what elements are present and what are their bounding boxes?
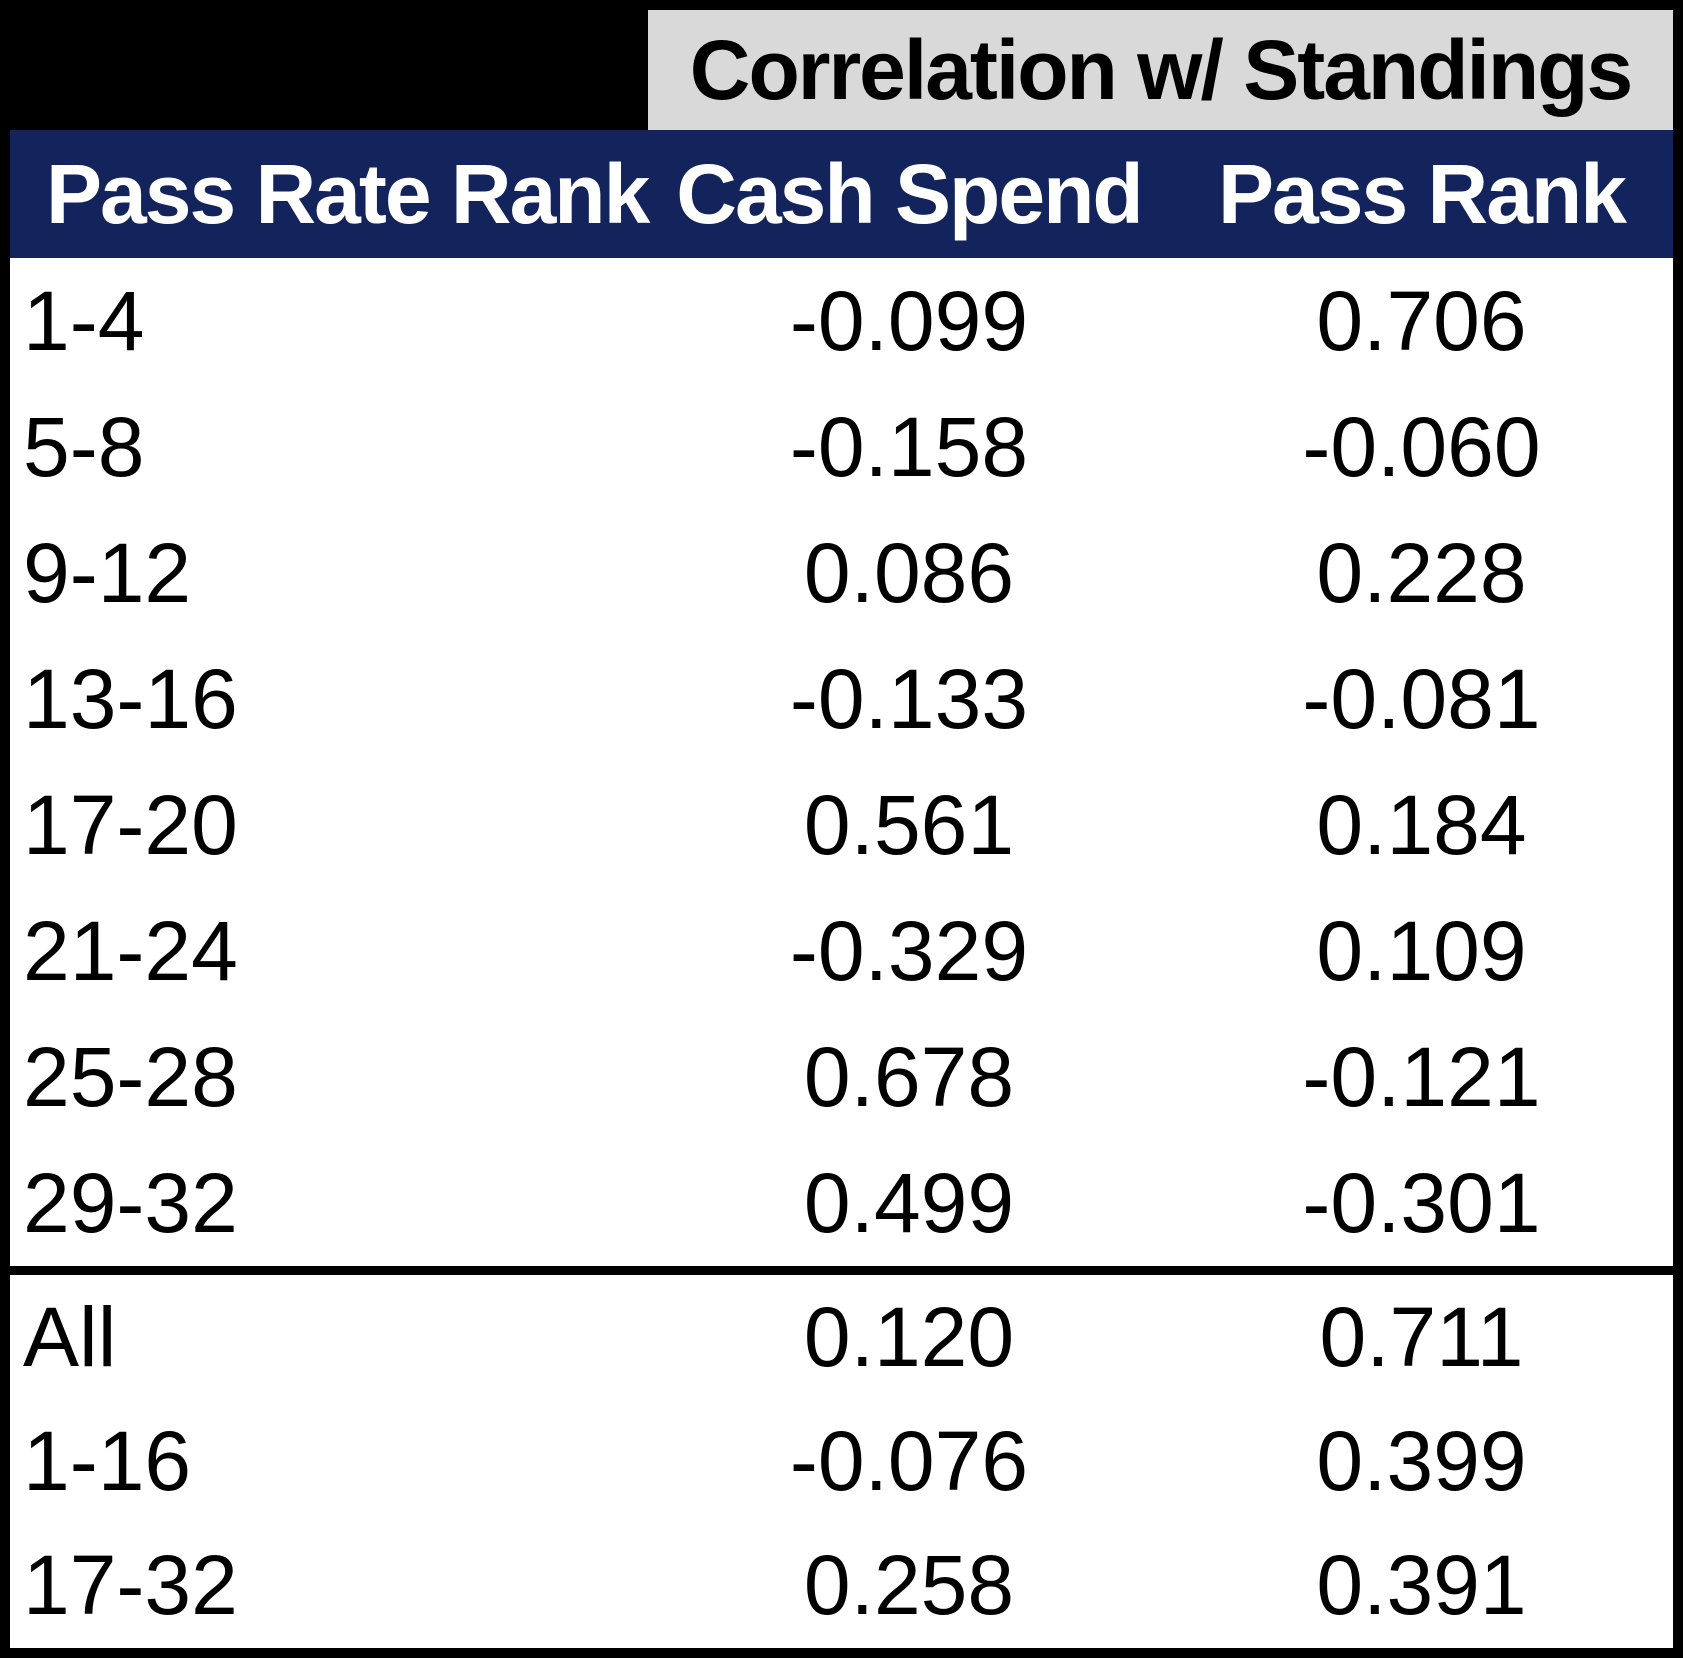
- pass-rank-value: 0.228: [1316, 525, 1527, 620]
- row-label: 17-32: [23, 1537, 238, 1632]
- cash-spend-value: -0.158: [789, 399, 1029, 494]
- pass-rank-value: -0.301: [1302, 1155, 1541, 1250]
- row-label: 5-8: [23, 399, 145, 494]
- cash-spend-value: 0.086: [803, 525, 1015, 620]
- table-row: 13-16 -0.133 -0.081: [10, 636, 1673, 762]
- pass-rank-value: -0.081: [1302, 651, 1541, 746]
- pass-rank-value: 0.109: [1316, 903, 1527, 998]
- table-row: 17-20 0.561 0.184: [10, 762, 1673, 888]
- pass-rank-value: 0.184: [1316, 777, 1527, 872]
- col-header-pass-rank: Pass Rank: [1218, 146, 1627, 241]
- summary-rows-section: All 0.120 0.711 1-16 -0.076 0.399 17-32 0.258 0.…: [10, 1275, 1673, 1647]
- row-label: All: [23, 1289, 117, 1384]
- table-row: 1-4 -0.099 0.706: [10, 258, 1673, 384]
- row-label: 25-28: [23, 1029, 238, 1124]
- cash-spend-value: -0.133: [789, 651, 1029, 746]
- section-separator: [10, 1266, 1673, 1275]
- row-label: 1-16: [23, 1413, 192, 1508]
- table-row: 29-32 0.499 -0.301: [10, 1140, 1673, 1266]
- row-label: 29-32: [23, 1155, 238, 1250]
- table-row: 17-32 0.258 0.391: [10, 1523, 1673, 1647]
- row-label: 17-20: [23, 777, 238, 872]
- pass-rank-value: 0.399: [1316, 1413, 1527, 1508]
- table-row: 1-16 -0.076 0.399: [10, 1399, 1673, 1523]
- row-label: 21-24: [23, 903, 238, 998]
- column-header-row: Pass Rate Rank Cash Spend Pass Rank: [10, 130, 1673, 258]
- table-row: 21-24 -0.329 0.109: [10, 888, 1673, 1014]
- pass-rank-value: 0.711: [1319, 1289, 1524, 1384]
- row-label: 13-16: [23, 651, 238, 746]
- table-body: 1-4 -0.099 0.706 5-8 -0.158 -0.060 9-12 0.086 0.…: [10, 258, 1673, 1648]
- spanner-label: Correlation w/ Standings: [689, 22, 1633, 117]
- main-rows-section: 1-4 -0.099 0.706 5-8 -0.158 -0.060 9-12 0.086 0.…: [10, 258, 1673, 1266]
- cash-spend-value: 0.499: [803, 1155, 1015, 1250]
- cash-spend-value: -0.076: [789, 1413, 1029, 1508]
- pass-rank-value: 0.391: [1316, 1537, 1527, 1632]
- col-header-pass-rate-rank: Pass Rate Rank: [46, 146, 650, 241]
- pass-rank-value: -0.121: [1302, 1029, 1541, 1124]
- table-row: 25-28 0.678 -0.121: [10, 1014, 1673, 1140]
- pass-rank-value: 0.706: [1316, 273, 1527, 368]
- cash-spend-value: 0.561: [803, 777, 1015, 872]
- spanner-header: Correlation w/ Standings: [648, 10, 1673, 130]
- cash-spend-value: 0.120: [803, 1289, 1015, 1384]
- pass-rank-value: -0.060: [1302, 399, 1541, 494]
- cash-spend-value: -0.099: [789, 273, 1029, 368]
- cash-spend-value: -0.329: [789, 903, 1029, 998]
- col-header-cash-spend: Cash Spend: [676, 146, 1143, 241]
- table-row: 5-8 -0.158 -0.060: [10, 384, 1673, 510]
- row-label: 9-12: [23, 525, 192, 620]
- cash-spend-value: 0.678: [803, 1029, 1015, 1124]
- cash-spend-value: 0.258: [803, 1537, 1015, 1632]
- table-row: 9-12 0.086 0.228: [10, 510, 1673, 636]
- table-row: All 0.120 0.711: [10, 1275, 1673, 1399]
- row-label: 1-4: [23, 273, 145, 368]
